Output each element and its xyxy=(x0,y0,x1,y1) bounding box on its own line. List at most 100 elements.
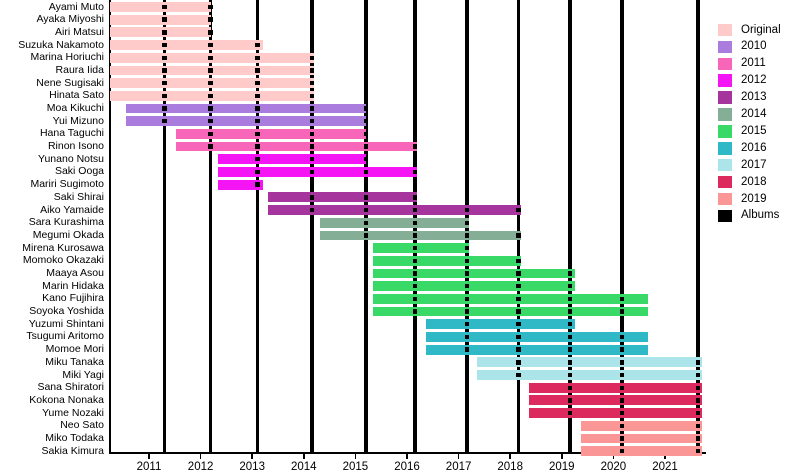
album-marker-dot xyxy=(619,398,625,403)
album-marker-dot xyxy=(255,119,260,124)
album-marker-dot xyxy=(309,207,315,213)
album-marker-dot xyxy=(162,55,167,60)
year-label: 2021 xyxy=(652,460,678,473)
tenure-bar xyxy=(529,395,703,406)
album-marker-dot xyxy=(567,309,573,314)
legend-swatch xyxy=(718,57,732,71)
album-marker-dot xyxy=(309,157,315,162)
album-marker-dot xyxy=(516,334,521,340)
axis-tick xyxy=(406,454,408,460)
album-marker-dot xyxy=(695,423,701,428)
album-marker-dot xyxy=(464,347,470,352)
album-marker-dot xyxy=(412,220,417,225)
album-marker-dot xyxy=(516,258,521,263)
legend-label: 2018 xyxy=(741,175,767,188)
album-marker-dot xyxy=(464,322,470,327)
album-marker-dot xyxy=(309,169,315,175)
album-marker-dot xyxy=(695,436,701,441)
tenure-bar xyxy=(110,14,211,25)
member-label: Mirena Kurosawa xyxy=(22,241,104,254)
member-label: Rinon Isono xyxy=(47,140,104,153)
tenure-bar xyxy=(476,357,703,368)
album-line xyxy=(696,0,700,452)
member-label: Suzuka Nakamoto xyxy=(18,38,104,51)
legend-swatch xyxy=(718,175,732,189)
album-marker-dot xyxy=(619,423,625,428)
album-marker-dot xyxy=(464,296,470,302)
tenure-bar xyxy=(176,141,418,152)
album-marker-dot xyxy=(255,144,260,149)
member-label: Yume Nozaki xyxy=(42,406,104,419)
legend-swatch xyxy=(718,158,732,172)
member-label: Kano Fujihira xyxy=(42,292,104,305)
album-marker-dot xyxy=(363,207,368,213)
legend-label: 2011 xyxy=(741,57,766,70)
member-label: Yuzumi Shintani xyxy=(28,317,104,330)
member-label: Ayaka Miyoshi xyxy=(36,13,104,26)
year-label: 2011 xyxy=(136,460,162,473)
album-marker-dot xyxy=(619,347,625,352)
album-marker-dot xyxy=(516,309,521,314)
axis-tick xyxy=(148,454,150,460)
member-label: Miko Todaka xyxy=(45,431,104,444)
album-marker-dot xyxy=(363,220,368,225)
album-marker-dot xyxy=(567,271,573,276)
album-marker-dot xyxy=(309,80,315,86)
album-marker-dot xyxy=(208,131,213,137)
year-label: 2013 xyxy=(239,460,265,473)
member-label: Marin Hidaka xyxy=(42,279,104,292)
album-marker-dot xyxy=(567,385,573,390)
album-marker-dot xyxy=(363,233,368,238)
tenure-bar xyxy=(176,129,366,139)
tenure-bar xyxy=(425,319,575,330)
album-marker-dot xyxy=(162,17,167,22)
album-line xyxy=(516,0,521,452)
member-label: Moa Kikuchi xyxy=(46,102,104,115)
album-marker-dot xyxy=(255,42,260,48)
album-marker-dot xyxy=(619,372,625,378)
legend-label: 2016 xyxy=(741,141,767,154)
axis-tick xyxy=(561,454,563,460)
member-label: Yui Mizuno xyxy=(52,114,104,127)
tenure-bar xyxy=(217,154,366,165)
member-label: Raura Iida xyxy=(55,63,104,76)
legend-swatch xyxy=(718,23,732,37)
album-line xyxy=(568,0,572,452)
member-label: Neo Sato xyxy=(60,419,104,432)
album-marker-dot xyxy=(162,4,167,10)
album-marker-dot xyxy=(516,233,521,238)
album-marker-dot xyxy=(363,157,368,162)
album-marker-dot xyxy=(255,169,260,175)
axis-tick xyxy=(457,454,460,460)
member-label: Nene Sugisaki xyxy=(36,76,104,89)
album-marker-dot xyxy=(162,68,167,73)
tenure-bar xyxy=(217,179,263,190)
year-label: 2018 xyxy=(497,460,523,473)
album-marker-dot xyxy=(162,42,167,48)
album-marker-dot xyxy=(208,4,213,10)
axis-tick xyxy=(612,454,615,460)
member-label: Tsugumi Aritomo xyxy=(26,330,104,343)
album-marker-dot xyxy=(516,271,521,276)
member-label: Saki Shirai xyxy=(53,190,104,203)
member-label: Kokona Nonaka xyxy=(29,393,104,406)
album-marker-dot xyxy=(309,106,315,111)
album-marker-dot xyxy=(412,169,417,175)
album-marker-dot xyxy=(255,93,260,99)
album-marker-dot xyxy=(162,119,167,124)
member-label: Aiko Yamaide xyxy=(40,203,104,216)
legend-swatch xyxy=(718,192,732,206)
album-marker-dot xyxy=(567,410,573,416)
album-marker-dot xyxy=(567,322,573,327)
album-marker-dot xyxy=(363,131,368,137)
album-marker-dot xyxy=(309,119,315,124)
album-marker-dot xyxy=(208,119,213,124)
album-marker-dot xyxy=(695,360,701,365)
album-marker-dot xyxy=(695,372,701,378)
legend-label: 2012 xyxy=(741,74,767,87)
album-marker-dot xyxy=(309,131,315,137)
album-marker-dot xyxy=(255,55,260,60)
legend-swatch xyxy=(718,91,732,104)
album-marker-dot xyxy=(464,309,470,314)
